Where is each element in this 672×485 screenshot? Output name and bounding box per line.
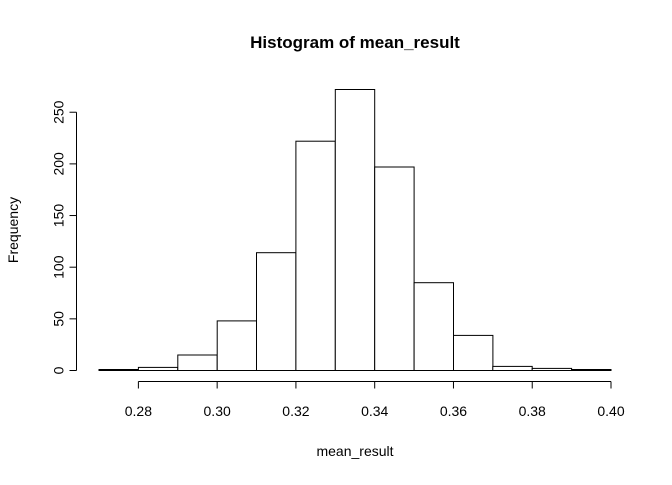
histogram-bar-8 <box>413 282 455 372</box>
x-tick-label: 0.34 <box>361 403 388 419</box>
y-axis-label: Frequency <box>5 197 21 263</box>
y-tick-label: 100 <box>51 255 67 279</box>
chart-title: Histogram of mean_result <box>250 33 460 52</box>
x-axis-label: mean_result <box>316 443 393 459</box>
y-tick-label: 200 <box>51 152 67 176</box>
x-tick-label: 0.38 <box>519 403 546 419</box>
histogram-bar-7 <box>374 166 415 371</box>
histogram-bar-2 <box>177 354 218 371</box>
x-tick-label: 0.32 <box>282 403 309 419</box>
x-tick-label: 0.28 <box>125 403 152 419</box>
histogram-bar-0 <box>98 369 139 371</box>
histogram-bar-10 <box>492 365 533 371</box>
y-tick-label: 0 <box>51 366 67 374</box>
histogram-bar-5 <box>295 140 336 371</box>
histogram-bar-9 <box>453 334 494 371</box>
bars-group <box>98 89 612 372</box>
histogram-bar-3 <box>216 320 258 371</box>
y-tick-label: 150 <box>51 204 67 228</box>
histogram-bar-12 <box>571 369 612 371</box>
x-tick-label: 0.36 <box>440 403 467 419</box>
x-tick-label: 0.30 <box>204 403 231 419</box>
y-tick-label: 250 <box>51 100 67 124</box>
x-tick-label: 0.40 <box>597 403 624 419</box>
y-tick-label: 50 <box>51 311 67 327</box>
histogram-bar-11 <box>531 367 573 371</box>
histogram-bar-4 <box>256 252 297 371</box>
histogram-bar-1 <box>137 366 179 371</box>
y-axis: 0 50 100 150 200 250 <box>51 100 77 374</box>
histogram-bar-6 <box>334 89 376 371</box>
x-axis: 0.28 0.30 0.32 0.34 0.36 0.38 0.40 <box>125 381 625 419</box>
